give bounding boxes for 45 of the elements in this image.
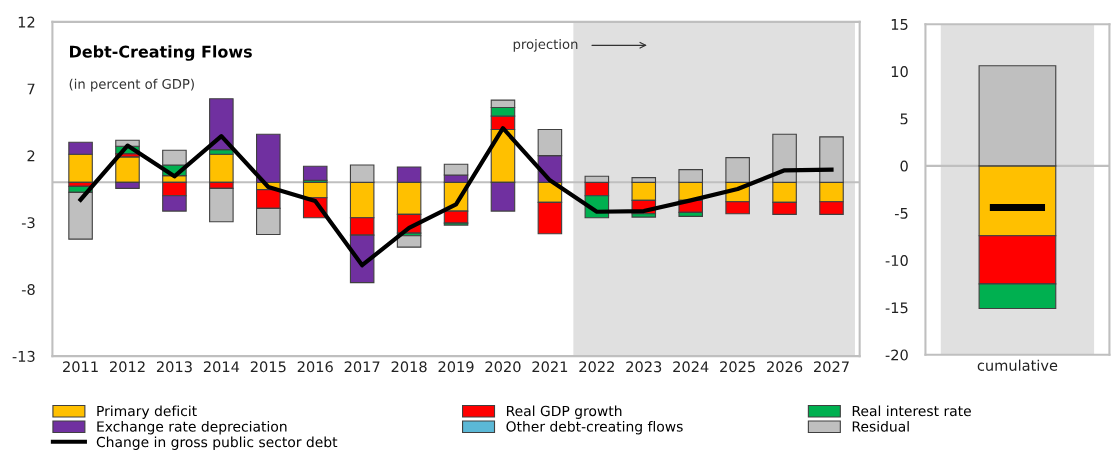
x-tick-label: 2022 — [579, 361, 614, 373]
legend-label: Primary deficit — [97, 405, 197, 419]
y-tick-label: -5 — [894, 207, 908, 219]
annotation: projection — [513, 38, 578, 52]
x-tick-label: 2027 — [814, 361, 849, 373]
y-tick-label: 15 — [891, 19, 908, 30]
x-tick-label: 2026 — [767, 361, 803, 373]
y-tick-label: -20 — [885, 349, 908, 361]
legend-label: Real GDP growth — [506, 405, 622, 419]
x-tick-label: 2013 — [156, 361, 192, 373]
x-tick-label: cumulative — [977, 359, 1058, 371]
x-tick-label: 2017 — [344, 361, 380, 373]
y-tick-label: 10 — [891, 66, 908, 78]
line-series — [78, 126, 834, 268]
y-tick-label: 0 — [900, 160, 908, 172]
legend-label: Exchange rate depreciation — [97, 420, 287, 435]
x-tick-label: 2014 — [203, 361, 240, 373]
y-tick-label: 2 — [27, 150, 35, 162]
x-tick-label: 2018 — [391, 361, 427, 373]
legend-label: Change in gross public sector debt — [96, 436, 338, 450]
x-tick-label: 2024 — [673, 361, 709, 373]
legend-label: Other debt-creating flows — [506, 420, 683, 435]
y-tick-label: -8 — [21, 284, 35, 296]
text: (in percent of GDP) — [69, 78, 194, 92]
x-tick-label: 2015 — [250, 361, 286, 373]
legend-label: Residual — [852, 420, 909, 432]
bar — [396, 235, 422, 248]
x-tick-label: 2020 — [485, 361, 521, 373]
y-tick-label: 12 — [18, 16, 35, 28]
text: Debt-Creating Flows — [70, 45, 252, 61]
y-tick-label: 7 — [27, 83, 35, 95]
y-tick-label: -13 — [12, 350, 35, 362]
y-tick-label: -3 — [21, 217, 35, 229]
y-tick-label: -10 — [885, 255, 908, 267]
legend-label: Real interest rate — [852, 405, 971, 417]
x-tick-label: 2019 — [438, 361, 474, 373]
x-tick-label: 2011 — [63, 361, 98, 373]
y-tick-label: 5 — [900, 113, 908, 125]
x-tick-label: 2025 — [720, 361, 755, 373]
x-tick-label: 2012 — [110, 361, 145, 373]
y-tick-label: -15 — [885, 302, 908, 314]
x-tick-label: 2016 — [297, 361, 333, 373]
x-tick-label: 2023 — [626, 361, 662, 373]
x-tick-label: 2021 — [532, 361, 568, 373]
bar — [302, 165, 328, 181]
